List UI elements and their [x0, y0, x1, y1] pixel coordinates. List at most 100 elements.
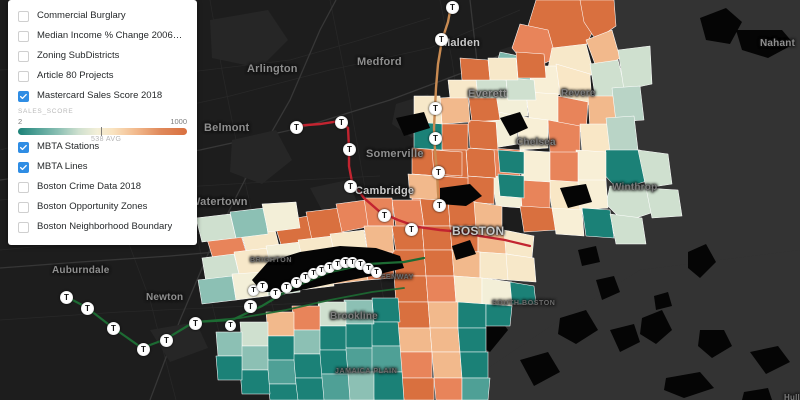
- layer-label: Mastercard Sales Score 2018: [37, 90, 163, 101]
- mbta-station-marker[interactable]: T: [429, 132, 442, 145]
- layer-label: Median Income % Change 2006…: [37, 30, 183, 41]
- mbta-t-icon: T: [436, 167, 441, 177]
- layer-label: Commercial Burglary: [37, 10, 126, 21]
- mbta-t-icon: T: [450, 2, 455, 12]
- mbta-t-icon: T: [409, 224, 414, 234]
- layer-row-boston-neighborhood-boundary[interactable]: Boston Neighborhood Boundary: [8, 217, 197, 237]
- layer-label: Zoning SubDistricts: [37, 50, 120, 61]
- mbta-t-icon: T: [111, 323, 116, 333]
- checkbox-commercial-burglary[interactable]: [18, 10, 29, 22]
- legend-range: 2 1000: [18, 117, 187, 126]
- layer-row-mastercard-sales-score-2018[interactable]: Mastercard Sales Score 2018: [8, 86, 197, 106]
- checkbox-zoning-subdistricts[interactable]: [18, 50, 29, 62]
- legend-average-tick: [100, 127, 102, 136]
- mbta-station-marker[interactable]: T: [270, 288, 281, 299]
- layer-row-boston-crime-data-2018[interactable]: Boston Crime Data 2018: [8, 177, 197, 197]
- layer-row-commercial-burglary[interactable]: Commercial Burglary: [8, 6, 197, 26]
- mbta-station-marker[interactable]: T: [435, 33, 448, 46]
- layer-row-article-80-projects[interactable]: Article 80 Projects: [8, 66, 197, 86]
- mbta-station-marker[interactable]: T: [371, 267, 382, 278]
- checkbox-article-80-projects[interactable]: [18, 70, 29, 82]
- mbta-t-icon: T: [439, 34, 444, 44]
- mbta-station-marker[interactable]: T: [81, 302, 94, 315]
- layer-row-mbta-stations[interactable]: MBTA Stations: [8, 137, 197, 157]
- mbta-t-icon: T: [437, 200, 442, 210]
- legend-min-value: 2: [18, 117, 23, 126]
- layer-label: Boston Opportunity Zones: [37, 201, 148, 212]
- mbta-t-icon: T: [85, 303, 90, 313]
- mbta-station-marker[interactable]: T: [343, 143, 356, 156]
- mbta-t-icon: T: [284, 284, 289, 291]
- checkbox-boston-crime-data-2018[interactable]: [18, 181, 29, 193]
- layer-row-mbta-lines[interactable]: MBTA Lines: [8, 157, 197, 177]
- layer-list-bottom[interactable]: MBTA Stations MBTA Lines Boston Crime Data…: [8, 137, 197, 237]
- mbta-t-icon: T: [358, 261, 363, 268]
- mbta-station-marker[interactable]: T: [433, 199, 446, 212]
- mbta-station-marker[interactable]: T: [291, 277, 302, 288]
- mbta-station-marker[interactable]: T: [107, 322, 120, 335]
- mbta-station-marker[interactable]: T: [60, 291, 73, 304]
- mbta-t-icon: T: [64, 292, 69, 302]
- layer-list-top[interactable]: Commercial Burglary Median Income % Chang…: [8, 6, 197, 106]
- checkbox-boston-neighborhood-boundary[interactable]: [18, 221, 29, 233]
- mbta-t-icon: T: [294, 122, 299, 132]
- mbta-t-icon: T: [251, 287, 256, 294]
- mbta-t-icon: T: [193, 318, 198, 328]
- mbta-station-marker[interactable]: T: [446, 1, 459, 14]
- mbta-t-icon: T: [248, 301, 253, 311]
- mbta-station-marker[interactable]: T: [225, 320, 236, 331]
- mbta-station-marker[interactable]: T: [257, 281, 268, 292]
- mbta-station-marker[interactable]: T: [405, 223, 418, 236]
- layer-label: Article 80 Projects: [37, 70, 114, 81]
- mbta-station-marker[interactable]: T: [378, 209, 391, 222]
- mbta-t-icon: T: [273, 290, 278, 297]
- mbta-t-icon: T: [327, 264, 332, 271]
- checkbox-mbta-lines[interactable]: [18, 161, 29, 173]
- mbta-t-icon: T: [339, 117, 344, 127]
- layer-control-panel[interactable]: Commercial Burglary Median Income % Chang…: [8, 0, 197, 245]
- layer-label: MBTA Stations: [37, 141, 100, 152]
- mbta-t-icon: T: [343, 259, 348, 266]
- mbta-t-icon: T: [348, 181, 353, 191]
- checkbox-median-income-change-2006[interactable]: [18, 30, 29, 42]
- legend-max-value: 1000: [170, 117, 187, 126]
- checkbox-boston-opportunity-zones[interactable]: [18, 201, 29, 213]
- layer-row-median-income-change-2006[interactable]: Median Income % Change 2006…: [8, 26, 197, 46]
- mbta-t-icon: T: [335, 261, 340, 268]
- mbta-t-icon: T: [347, 144, 352, 154]
- mbta-t-icon: T: [260, 283, 265, 290]
- legend-color-ramp: [18, 128, 187, 135]
- mbta-station-marker[interactable]: T: [344, 180, 357, 193]
- mbta-t-icon: T: [303, 274, 308, 281]
- mbta-t-icon: T: [164, 335, 169, 345]
- mbta-station-marker[interactable]: T: [432, 166, 445, 179]
- mbta-t-icon: T: [382, 210, 387, 220]
- layer-label: Boston Crime Data 2018: [37, 181, 142, 192]
- mbta-station-marker[interactable]: T: [160, 334, 173, 347]
- mbta-station-marker[interactable]: T: [290, 121, 303, 134]
- mbta-station-marker[interactable]: T: [335, 116, 348, 129]
- mbta-t-icon: T: [350, 259, 355, 266]
- mbta-t-icon: T: [374, 269, 379, 276]
- layer-label: Boston Neighborhood Boundary: [37, 221, 173, 232]
- checkbox-mbta-stations[interactable]: [18, 141, 29, 153]
- mbta-station-marker[interactable]: T: [137, 343, 150, 356]
- mbta-t-icon: T: [319, 267, 324, 274]
- mbta-station-marker[interactable]: T: [429, 102, 442, 115]
- layer-row-boston-opportunity-zones[interactable]: Boston Opportunity Zones: [8, 197, 197, 217]
- legend-field-name: SALES_SCORE: [18, 108, 74, 115]
- mbta-station-marker[interactable]: T: [281, 282, 292, 293]
- mbta-t-icon: T: [433, 133, 438, 143]
- checkbox-mastercard-sales-score-2018[interactable]: [18, 90, 29, 102]
- sales-score-legend: SALES_SCORE 2 1000 538 AVG: [8, 106, 197, 143]
- layer-row-zoning-subdistricts[interactable]: Zoning SubDistricts: [8, 46, 197, 66]
- legend-ramp-wrapper: [18, 127, 187, 136]
- mbta-t-icon: T: [141, 344, 146, 354]
- mbta-t-icon: T: [228, 322, 233, 329]
- layer-label: MBTA Lines: [37, 161, 88, 172]
- mbta-station-marker[interactable]: T: [189, 317, 202, 330]
- mbta-t-icon: T: [311, 270, 316, 277]
- mbta-station-marker[interactable]: T: [244, 300, 257, 313]
